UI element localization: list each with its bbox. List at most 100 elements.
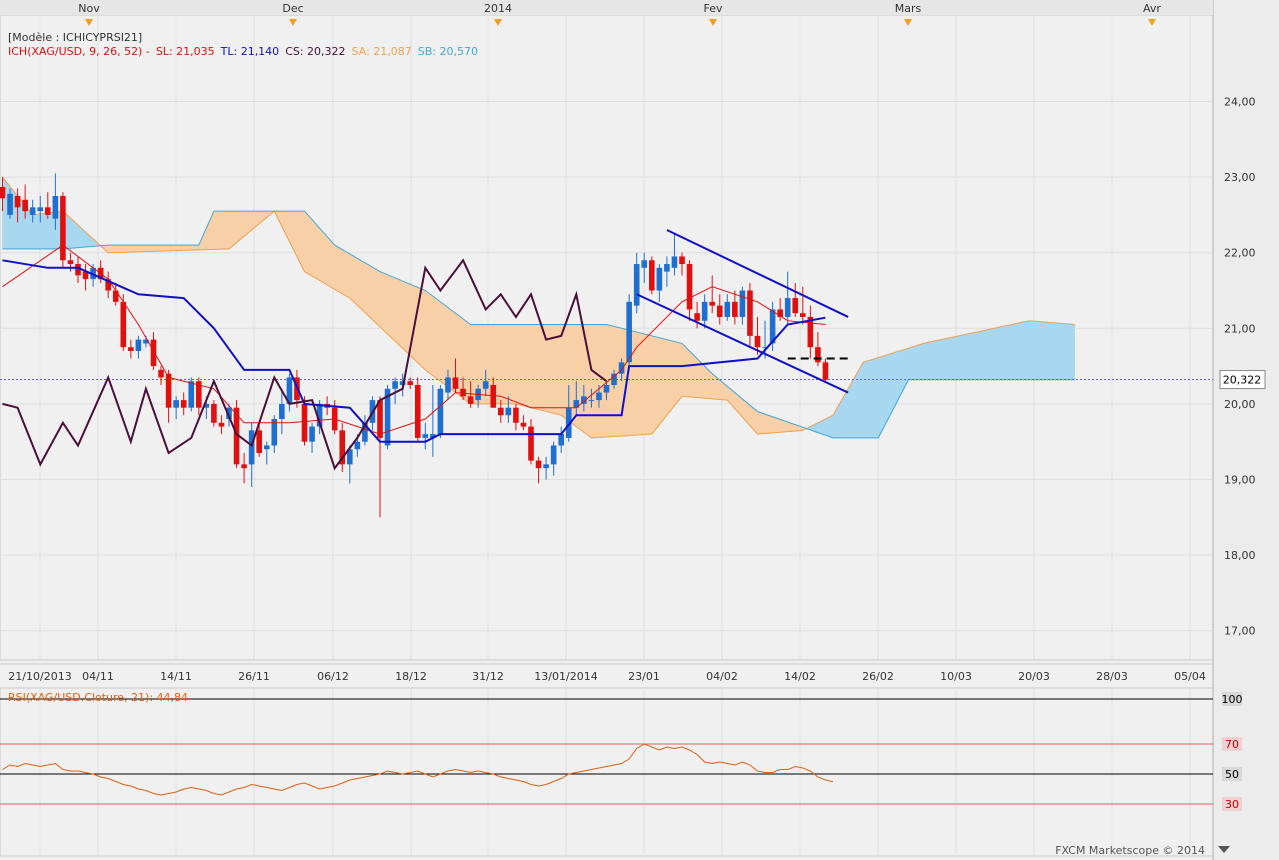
candle-down bbox=[460, 388, 466, 397]
rsi-level-label: 70 bbox=[1225, 738, 1239, 751]
candle-up bbox=[626, 301, 632, 363]
price-tick-label: 23,00 bbox=[1224, 171, 1256, 184]
senkou-a-line bbox=[2, 176, 1075, 439]
tenkan-line bbox=[2, 244, 826, 435]
rsi-line bbox=[2, 743, 834, 796]
rsi-panel bbox=[0, 687, 1214, 857]
date-tick-label: 21/10/2013 bbox=[8, 670, 71, 683]
date-tick-label: 28/03 bbox=[1096, 670, 1128, 683]
rsi-level-badge bbox=[1222, 767, 1242, 781]
candle-down bbox=[0, 186, 6, 199]
candle-up bbox=[603, 385, 610, 393]
candle-up bbox=[226, 407, 232, 420]
legend-item: SB: 20,570 bbox=[418, 45, 478, 58]
candle-down bbox=[732, 301, 738, 317]
date-tick-label: 20/03 bbox=[1018, 670, 1050, 683]
month-marker-icon bbox=[709, 19, 717, 26]
candle-down bbox=[14, 196, 21, 208]
candle-down bbox=[45, 207, 51, 215]
date-tick-label: 26/11 bbox=[238, 670, 270, 683]
price-tick-label: 18,00 bbox=[1224, 549, 1256, 562]
candle-up bbox=[550, 445, 557, 465]
candle-down bbox=[407, 381, 413, 385]
cloud-segment bbox=[1072, 324, 1075, 381]
legend-item: SA: 21,087 bbox=[352, 45, 412, 58]
price-tick-label: 22,00 bbox=[1224, 247, 1256, 260]
month-label: Avr bbox=[1143, 2, 1161, 15]
candle-down bbox=[649, 260, 655, 291]
date-tick-label: 06/12 bbox=[317, 670, 349, 683]
kijun-line bbox=[2, 259, 826, 443]
senkou-b-line bbox=[2, 210, 1075, 439]
month-marker-icon bbox=[494, 19, 502, 26]
candle-up bbox=[596, 392, 602, 401]
candle-down bbox=[520, 422, 527, 427]
candle-down bbox=[105, 279, 111, 291]
rsi-level-label: 50 bbox=[1225, 768, 1239, 781]
date-tick-label: 04/11 bbox=[82, 670, 114, 683]
indicator-legend: ICH(XAG/USD, 9, 26, 52) - SL: 21,035 TL: 2… bbox=[8, 45, 478, 58]
candle-down bbox=[233, 407, 240, 465]
candle-down bbox=[150, 339, 157, 367]
candle-down bbox=[256, 430, 262, 454]
candle-down bbox=[490, 385, 497, 408]
candle-up bbox=[437, 388, 444, 435]
date-tick-label: 26/02 bbox=[862, 670, 894, 683]
candle-down bbox=[528, 426, 534, 461]
date-tick-label: 10/03 bbox=[940, 670, 972, 683]
month-marker-icon bbox=[1148, 19, 1156, 26]
rsi-level-badge bbox=[1222, 737, 1242, 751]
price-axis-panel bbox=[1213, 0, 1279, 860]
candle-up bbox=[543, 464, 549, 469]
candle-up bbox=[656, 267, 663, 291]
candle-down bbox=[180, 400, 187, 408]
candle-down bbox=[822, 362, 829, 380]
candle-down bbox=[815, 347, 821, 363]
date-tick-label: 13/01/2014 bbox=[534, 670, 597, 683]
date-tick-label: 23/01 bbox=[628, 670, 660, 683]
candle-up bbox=[392, 381, 398, 389]
month-label: 2014 bbox=[484, 2, 512, 15]
date-tick-label: 31/12 bbox=[472, 670, 504, 683]
candle-down bbox=[196, 381, 202, 408]
candle-up bbox=[188, 381, 195, 408]
candle-up bbox=[581, 396, 587, 404]
candle-down bbox=[165, 373, 172, 408]
candle-up bbox=[445, 377, 451, 393]
month-marker-icon bbox=[289, 19, 297, 26]
date-tick-label: 14/11 bbox=[160, 670, 192, 683]
candle-down bbox=[218, 422, 225, 427]
candle-down bbox=[414, 385, 421, 438]
candle-down bbox=[467, 396, 474, 404]
month-marker-icon bbox=[904, 19, 912, 26]
candle-down bbox=[128, 347, 134, 351]
candle-down bbox=[513, 407, 519, 423]
candle-up bbox=[279, 403, 285, 420]
candle-down bbox=[498, 407, 504, 416]
month-label: Dec bbox=[282, 2, 303, 15]
candle-up bbox=[565, 407, 572, 438]
candle-down bbox=[747, 290, 753, 336]
candle-up bbox=[271, 419, 278, 446]
candle-down bbox=[694, 313, 700, 321]
candle-up bbox=[641, 260, 648, 268]
last-price-badge bbox=[1219, 370, 1266, 390]
month-label: Fev bbox=[703, 2, 722, 15]
candle-down bbox=[241, 464, 247, 469]
candle-up bbox=[762, 347, 768, 349]
price-tick-label: 20,00 bbox=[1224, 398, 1256, 411]
month-label: Nov bbox=[78, 2, 100, 15]
candle-up bbox=[558, 434, 564, 446]
month-marker-icon bbox=[85, 19, 93, 26]
legend-item: ICH(XAG/USD, 9, 26, 52) - bbox=[8, 45, 150, 58]
candle-up bbox=[671, 256, 678, 268]
candle-up bbox=[588, 400, 595, 402]
candle-down bbox=[754, 335, 761, 348]
candle-up bbox=[422, 434, 429, 438]
candle-down bbox=[22, 199, 28, 212]
candle-down bbox=[158, 369, 164, 378]
candle-up bbox=[739, 290, 746, 317]
candle-down bbox=[800, 313, 806, 317]
